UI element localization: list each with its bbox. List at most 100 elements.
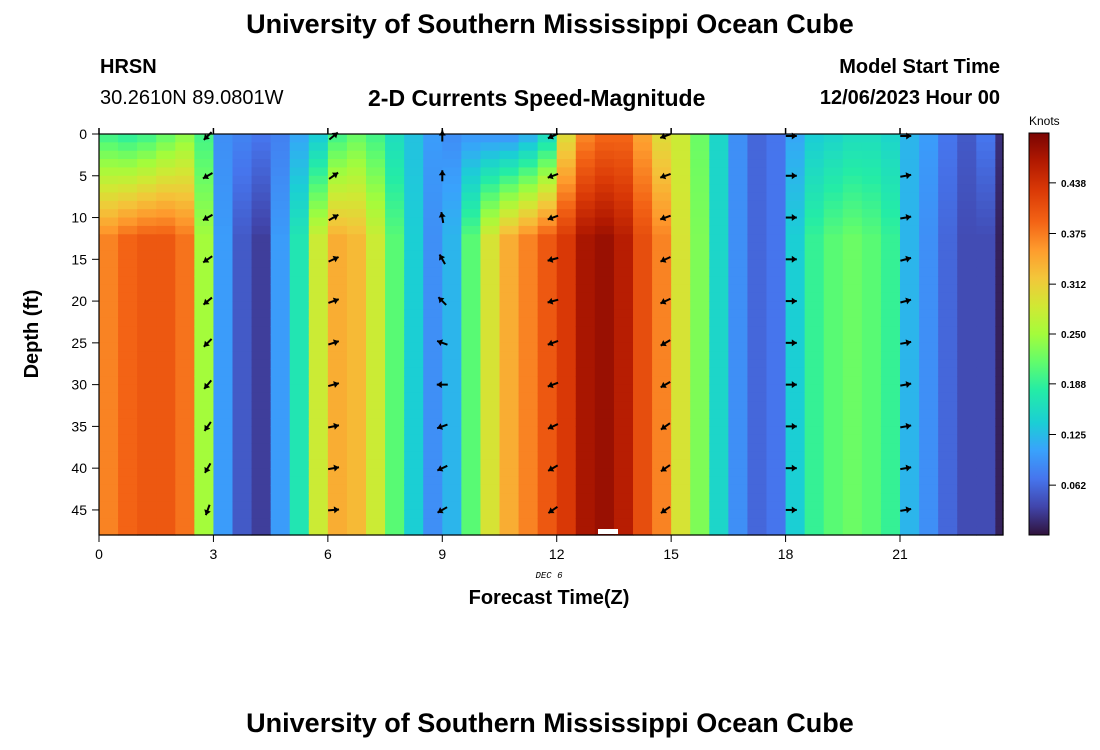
heatmap-cell [270,134,291,143]
heatmap-cell [766,317,787,327]
heatmap-cell [270,501,291,511]
heatmap-cell [823,184,844,194]
heatmap-cell [137,250,157,260]
heatmap-cell [823,259,844,269]
y-tick-label: 5 [79,168,87,184]
heatmap-cell [270,301,291,311]
heatmap-cell [385,242,405,252]
heatmap-cell [804,409,825,419]
heatmap-cell [118,459,138,469]
heatmap-cell [366,359,386,369]
heatmap-cell [156,451,176,461]
heatmap-cell [823,459,844,469]
heatmap-cell [556,501,577,511]
heatmap-cell [327,434,348,444]
heatmap-cell [137,426,157,436]
heatmap-cell [613,159,634,169]
heatmap-cell [213,309,234,319]
heatmap-cell [938,150,958,160]
heatmap-cell [346,426,367,436]
heatmap-cell [137,175,157,185]
heatmap-cell [766,142,787,152]
heatmap-cell [652,301,672,311]
heatmap-cell [995,351,1004,361]
heatmap-cell [995,242,1004,252]
current-arrow [659,132,671,140]
heatmap-cell [404,200,424,210]
heatmap-cell [232,401,253,411]
heatmap-cell [747,184,768,194]
heatmap-cell [137,309,157,319]
heatmap-cell [137,242,157,252]
heatmap-cell [823,359,844,369]
heatmap-cell [594,234,615,244]
heatmap-cell [385,276,405,285]
heatmap-cell [766,451,787,461]
heatmap-cell [327,217,348,227]
heatmap-cell [728,309,749,319]
heatmap-cell [919,501,939,511]
heatmap-cell [976,150,996,160]
heatmap-cell [728,434,749,444]
heatmap-cell [194,301,215,311]
heatmap-cell [556,159,577,169]
heatmap-cell [575,451,596,461]
heatmap-cell [137,509,157,519]
heatmap-cell [175,476,195,486]
heatmap-cell [175,317,195,327]
heatmap-cell [99,367,119,377]
heatmap-cell [289,509,310,519]
heatmap-cell [213,234,234,244]
heatmap-cell [175,217,195,227]
heatmap-cell [919,192,939,202]
heatmap-cell [785,359,806,369]
heatmap-cell [251,242,272,252]
heatmap-cell [442,192,462,202]
heatmap-cell [575,367,596,377]
heatmap-cell [652,526,672,536]
heatmap-cell [880,434,901,444]
heatmap-cell [556,451,577,461]
heatmap-cell [461,459,482,469]
heatmap-cell [442,334,462,344]
heatmap-cell [613,200,634,210]
heatmap-cell [480,459,501,469]
heatmap-cell [785,459,806,469]
heatmap-cell [346,309,367,319]
heatmap-cell [99,459,119,469]
heatmap-cell [99,484,119,494]
heatmap-cell [232,493,253,503]
heatmap-cell [366,276,386,285]
heatmap-cell [671,409,691,419]
heatmap-cell [480,384,501,394]
heatmap-cell [137,225,157,235]
heatmap-cell [537,309,558,319]
current-arrow [660,256,671,263]
heatmap-cell [232,242,253,252]
heatmap-cell [709,384,729,394]
footer-title: University of Southern Mississippi Ocean… [246,708,854,738]
heatmap-cell [671,134,691,143]
heatmap-cell [346,401,367,411]
heatmap-cell [995,334,1004,344]
heatmap-cell [804,317,825,327]
heatmap-cell [842,367,863,377]
heatmap-cell [518,167,539,177]
heatmap-cell [99,409,119,419]
heatmap-cell [861,267,882,277]
heatmap-cell [785,284,806,294]
heatmap-cell [575,326,596,336]
heatmap-cell [728,267,749,277]
heatmap-cell [366,184,386,194]
heatmap-cell [251,443,272,453]
heatmap-cell [213,376,234,386]
current-arrow [900,464,912,472]
heatmap-cell [804,426,825,436]
heatmap-cell [671,309,691,319]
heatmap-cell [671,276,691,285]
heatmap-cell [537,434,558,444]
heatmap-cell [99,326,119,336]
heatmap-cell [594,509,615,519]
heatmap-cell [556,259,577,269]
heatmap-cell [613,459,634,469]
